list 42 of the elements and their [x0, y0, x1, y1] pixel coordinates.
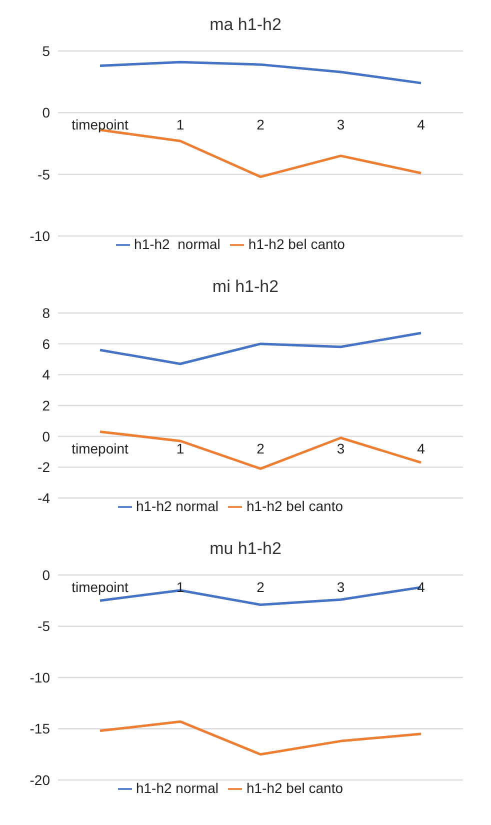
x-tick-label: timepoint — [72, 440, 129, 456]
y-tick-label: -5 — [38, 618, 50, 634]
y-tick-label: 0 — [42, 104, 50, 121]
chart-title: ma h1-h2 — [208, 14, 282, 36]
y-tick-label: 5 — [42, 42, 50, 59]
y-tick-label: -20 — [30, 772, 50, 788]
x-tick-label: 1 — [176, 116, 184, 133]
y-tick-label: -15 — [30, 720, 50, 737]
y-tick-label: 4 — [42, 366, 50, 383]
legend-label: h1-h2 normal — [136, 780, 218, 796]
x-tick-label: 4 — [417, 116, 426, 133]
x-tick-label: 1 — [176, 440, 184, 456]
y-tick-label: -10 — [30, 228, 50, 244]
x-tick-label: 3 — [336, 579, 345, 595]
x-tick-label: 2 — [256, 440, 265, 456]
legend-label: h1-h2 normal — [136, 498, 218, 514]
y-tick-label: 2 — [42, 397, 50, 414]
x-tick-label: 2 — [256, 116, 265, 133]
legend-label: h1-h2 bel canto — [246, 780, 344, 796]
y-tick-label: 0 — [42, 566, 50, 583]
y-tick-label: 6 — [42, 336, 50, 352]
chart-title: mu h1-h2 — [208, 538, 282, 560]
y-tick-label: -10 — [30, 669, 50, 686]
line-series — [98, 720, 422, 756]
x-tick-label: 3 — [336, 116, 345, 133]
y-tick-label: 0 — [42, 428, 50, 444]
x-tick-label: timepoint — [72, 116, 129, 133]
x-tick-label: timepoint — [72, 579, 129, 595]
x-tick-label: 2 — [256, 579, 265, 595]
x-tick-label: 4 — [417, 440, 426, 456]
legend-label: h1-h2 bel canto — [246, 498, 344, 514]
y-tick-label: -5 — [38, 166, 50, 182]
legend-label: h1-h2 normal — [134, 236, 220, 252]
line-series — [98, 332, 422, 366]
y-tick-label: 8 — [42, 304, 50, 321]
x-tick-label: 3 — [336, 440, 345, 456]
legend-label: h1-h2 bel canto — [248, 236, 345, 252]
chart-title: mi h1-h2 — [211, 276, 280, 298]
x-tick-label: 4 — [417, 579, 426, 595]
y-tick-label: -2 — [38, 459, 50, 476]
y-tick-label: -4 — [38, 490, 50, 506]
line-series — [98, 60, 422, 84]
